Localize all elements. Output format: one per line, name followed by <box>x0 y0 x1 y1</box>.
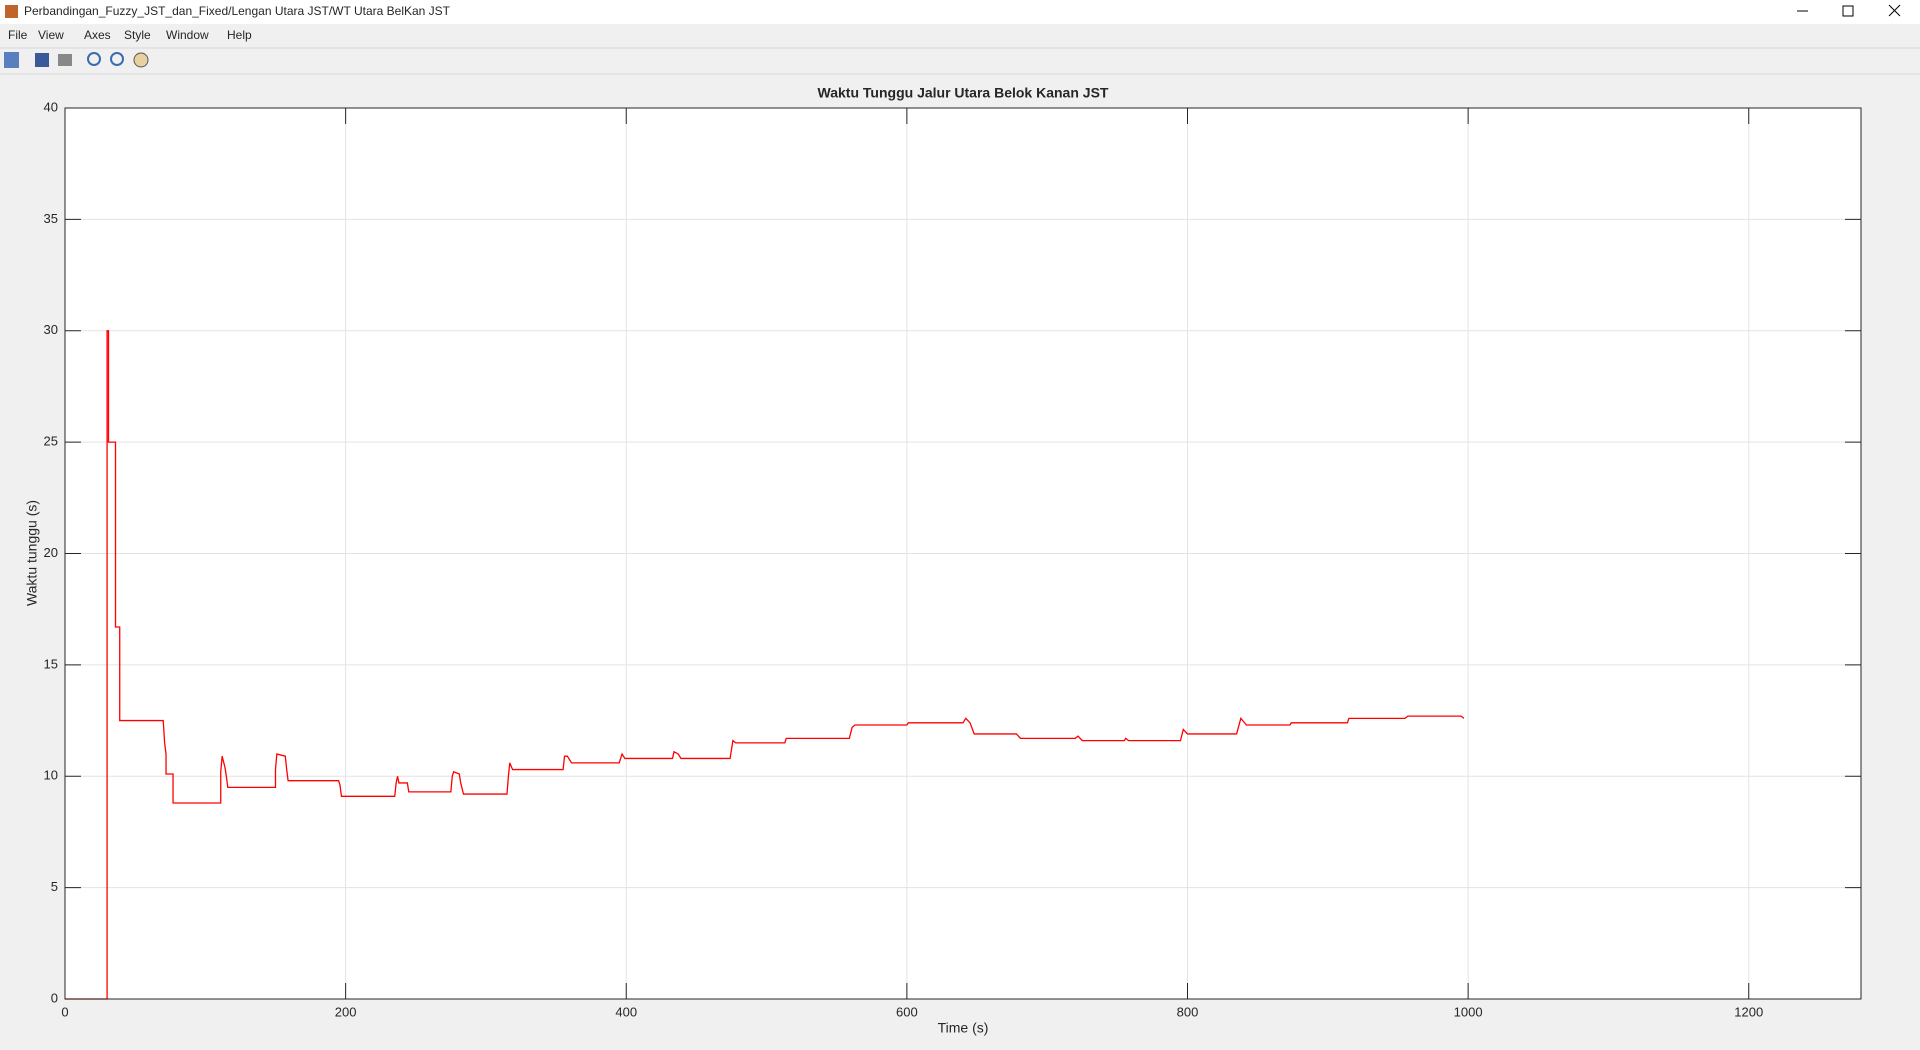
y-tick-label: 35 <box>44 211 58 226</box>
x-tick-label: 0 <box>61 1004 68 1019</box>
chart-title: Waktu Tunggu Jalur Utara Belok Kanan JST <box>818 85 1109 101</box>
y-tick-label: 10 <box>44 768 58 783</box>
menu-item[interactable]: Window <box>166 28 209 42</box>
y-tick-label: 0 <box>51 990 58 1005</box>
y-tick-label: 30 <box>44 322 58 337</box>
restore-button[interactable] <box>1842 5 1854 17</box>
y-tick-label: 25 <box>44 434 58 449</box>
y-tick-label: 5 <box>51 879 58 894</box>
toolbar <box>4 52 149 68</box>
menu-item[interactable]: View <box>38 28 64 42</box>
app-icon <box>5 5 18 18</box>
title-bar <box>0 0 1920 24</box>
menu-item[interactable]: Style <box>124 28 151 42</box>
x-axis-label: Time (s) <box>938 1020 989 1036</box>
toolbar-button[interactable] <box>4 52 19 68</box>
toolbar-button[interactable] <box>87 52 101 66</box>
x-tick-label: 200 <box>335 1004 357 1019</box>
axes-box <box>64 107 1862 1000</box>
data-line <box>65 330 1465 1000</box>
close-button[interactable] <box>1888 4 1901 17</box>
y-tick-label: 20 <box>44 545 58 560</box>
menu-item[interactable]: Axes <box>84 28 111 42</box>
x-tick-label: 1200 <box>1734 1004 1763 1019</box>
toolbar-button[interactable] <box>133 52 149 68</box>
toolbar-button[interactable] <box>110 52 124 66</box>
menu-bar: File View Axes Style Window Help <box>8 28 252 42</box>
y-tick-label: 15 <box>44 656 58 671</box>
menu-item[interactable]: File <box>8 28 28 42</box>
x-tick-label: 1000 <box>1454 1004 1483 1019</box>
toolbar-button[interactable] <box>35 53 49 67</box>
window-title: Perbandingan_Fuzzy_JST_dan_Fixed/Lengan … <box>24 4 451 18</box>
menu-item[interactable]: Help <box>227 28 252 42</box>
x-tick-label: 800 <box>1177 1004 1199 1019</box>
x-tick-label: 400 <box>615 1004 637 1019</box>
y-tick-label: 40 <box>44 99 58 114</box>
toolbar-button[interactable] <box>58 54 72 66</box>
y-axis-label: Waktu tunggu (s) <box>24 500 40 606</box>
x-tick-label: 600 <box>896 1004 918 1019</box>
